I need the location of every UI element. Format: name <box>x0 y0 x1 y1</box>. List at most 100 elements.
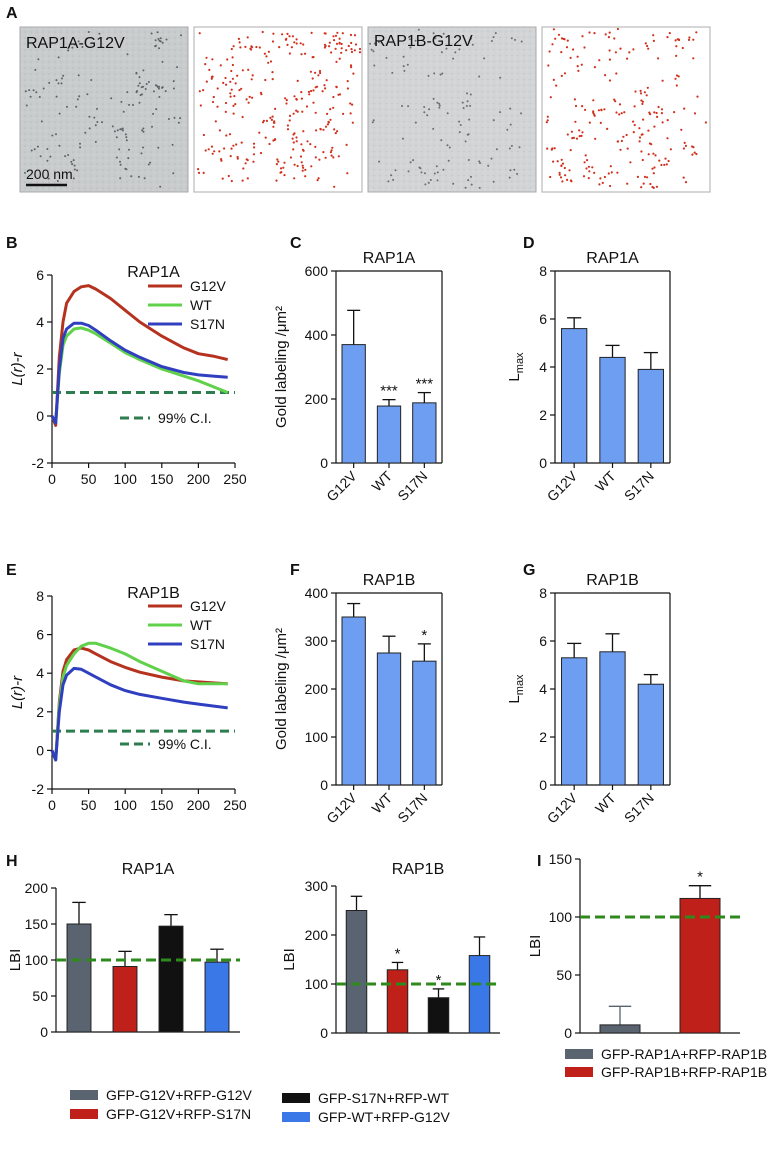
x-tick-label: 0 <box>48 471 56 487</box>
particle <box>560 164 563 168</box>
particle <box>438 106 441 109</box>
particle <box>312 101 315 104</box>
y-tick-label: 0 <box>539 777 547 793</box>
particle <box>336 31 339 34</box>
particle <box>466 133 469 136</box>
y-tick-label: 8 <box>36 588 44 604</box>
y-tick-label: 4 <box>36 314 44 330</box>
particle <box>271 40 275 43</box>
particle <box>29 95 32 98</box>
particle <box>272 125 275 128</box>
particle <box>295 109 298 112</box>
particle <box>468 118 471 121</box>
y-axis-label: Lmax <box>506 352 526 382</box>
particle <box>119 177 122 180</box>
particle <box>49 155 52 158</box>
particle <box>518 146 521 149</box>
particle <box>154 45 157 48</box>
particle <box>572 136 576 139</box>
particle <box>490 40 493 42</box>
particle <box>336 130 339 133</box>
x-tick-label: WT <box>368 789 395 816</box>
particle <box>467 159 470 161</box>
particle <box>675 54 678 58</box>
particle <box>138 101 141 104</box>
particle <box>94 140 97 143</box>
particle <box>324 44 327 48</box>
particle <box>560 51 563 54</box>
particle <box>115 156 118 159</box>
particle <box>600 109 603 112</box>
particle <box>432 127 435 130</box>
particle <box>636 175 640 178</box>
particle <box>316 179 319 182</box>
particle <box>37 58 40 61</box>
particle <box>387 180 390 183</box>
particle <box>645 94 648 97</box>
chart-title: RAP1A <box>586 250 639 267</box>
particle <box>340 42 343 46</box>
particle <box>625 133 628 137</box>
particle <box>471 43 474 46</box>
particle <box>275 179 278 182</box>
particle <box>619 47 622 50</box>
y-tick-label: 4 <box>539 681 547 697</box>
particle <box>673 111 676 114</box>
chart-G-rap1b-lmax: 0 2 4 6 8 RAP1B Lmax G12V WT S17N <box>506 572 671 826</box>
particle <box>128 103 131 106</box>
particle <box>499 76 502 79</box>
particle <box>492 36 495 39</box>
particle <box>438 102 441 105</box>
scale-bar-label: 200 nm <box>26 166 73 182</box>
particle <box>558 173 561 176</box>
particle <box>402 137 404 140</box>
bar-gfp-rap1a+rfp-rap1b <box>599 1024 641 1034</box>
particle <box>157 87 160 90</box>
particle <box>326 123 329 126</box>
particle <box>293 163 296 166</box>
particle <box>225 83 228 86</box>
panel-letter-A: A <box>6 5 18 22</box>
particle <box>125 136 128 139</box>
bar-gfp-g12v+rfp-s17n <box>386 969 409 1034</box>
particle <box>561 162 565 165</box>
particle <box>674 77 677 80</box>
panel-letter-I: I <box>537 853 541 870</box>
particle <box>328 45 331 48</box>
particle <box>338 57 341 60</box>
bar-gfp-g12v+rfp-g12v <box>345 910 368 1034</box>
particle <box>385 56 388 59</box>
particle <box>231 56 234 59</box>
particle <box>282 166 285 169</box>
x-tick-label: 100 <box>114 797 138 813</box>
series-line-s17n <box>50 321 228 425</box>
bar-wt <box>599 651 626 786</box>
particle <box>695 31 698 34</box>
particle <box>687 38 691 42</box>
particle <box>156 31 159 34</box>
particle <box>250 48 253 51</box>
particle <box>301 164 304 167</box>
particle <box>643 91 647 94</box>
particle <box>626 147 629 150</box>
y-axis-label: Gold labeling /μm² <box>273 628 290 750</box>
particle <box>516 172 519 175</box>
particle <box>75 105 78 108</box>
particle <box>335 60 338 64</box>
particle <box>278 46 281 49</box>
particle <box>317 177 320 180</box>
particle <box>329 118 332 121</box>
particle <box>299 155 303 158</box>
particle <box>448 146 451 149</box>
x-tick-label: G12V <box>544 467 581 504</box>
particle <box>229 155 232 158</box>
particle <box>295 38 298 41</box>
particle <box>660 108 664 111</box>
particle <box>90 79 93 81</box>
particle <box>214 120 217 123</box>
particle <box>230 69 233 73</box>
particle <box>353 34 357 37</box>
particle <box>139 94 142 97</box>
particle <box>555 84 558 87</box>
particle <box>639 89 642 92</box>
